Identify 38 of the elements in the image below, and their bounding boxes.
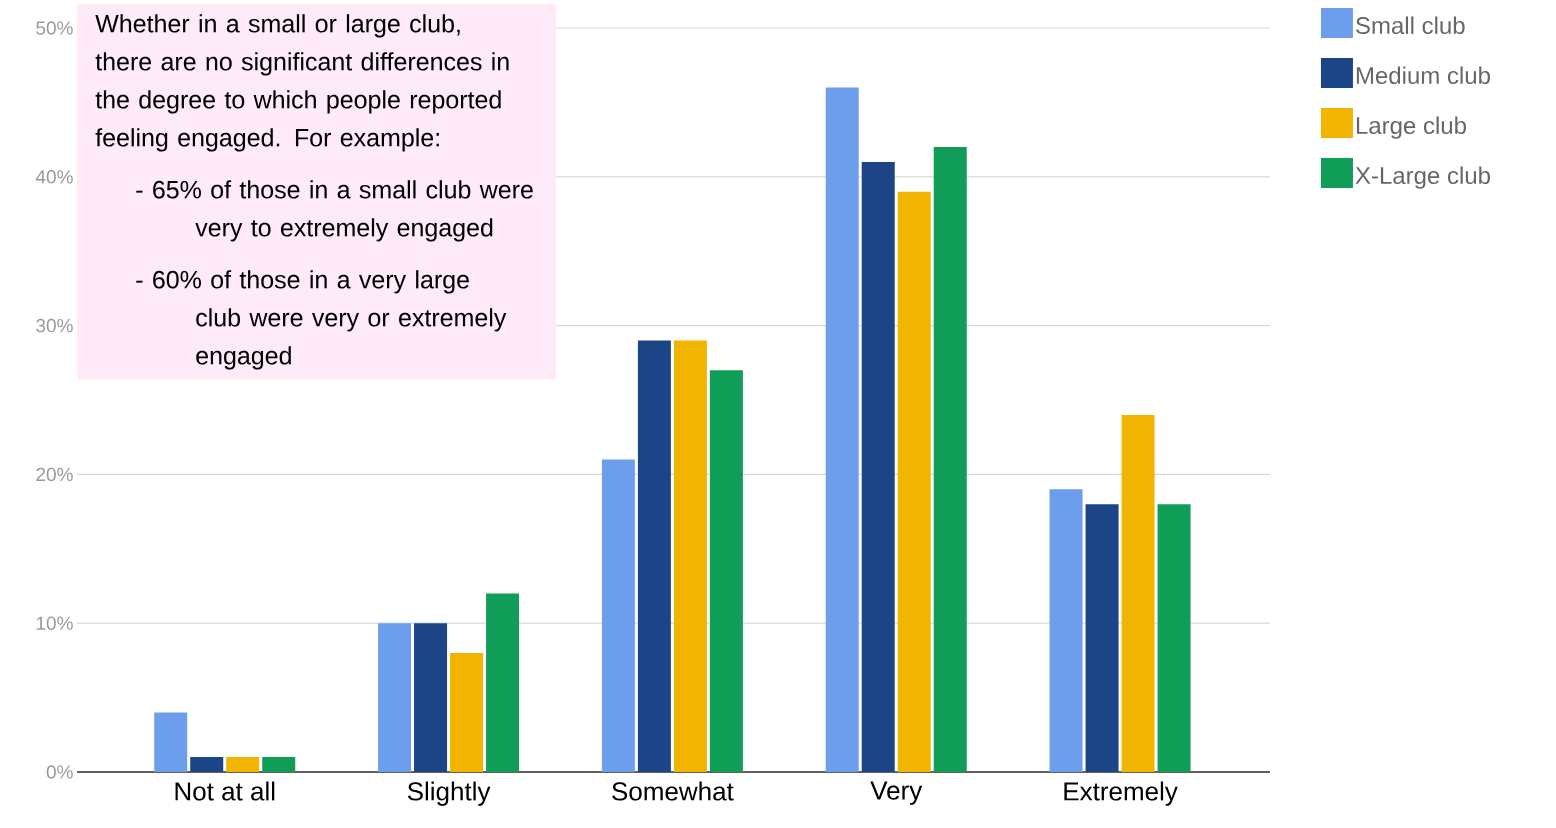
legend-label: Small club: [1356, 16, 1465, 35]
annotation: - 60% of those in a very large club were very or extremely engaged: [136, 270, 507, 370]
y-tick-label: 10%: [36, 616, 73, 630]
y-tick-label: 20%: [36, 467, 73, 482]
bar: [637, 340, 671, 772]
bar: [1049, 489, 1083, 772]
annotation: Whether in a small or large club, there are no significant differences in the degree to which people reported feeling engaged. For example:: [95, 14, 509, 152]
bar: [673, 340, 707, 772]
annotation: - 65% of those in a small club were very to extremely engaged: [136, 180, 533, 242]
bar: [1157, 504, 1191, 772]
legend-label: X-Large club: [1355, 166, 1490, 189]
bar: [601, 459, 635, 772]
bar: [486, 593, 520, 772]
bar: [226, 757, 260, 772]
legend-label: Medium club: [1356, 66, 1490, 85]
y-tick-label: 30%: [36, 318, 73, 333]
bar: [378, 623, 412, 772]
x-tick-label: Slightly: [407, 781, 491, 806]
bar: [709, 370, 743, 772]
bar: [825, 87, 859, 772]
bar: [450, 652, 484, 772]
legend-label: Large club: [1356, 116, 1466, 139]
bar: [262, 757, 296, 772]
y-tick-label: 50%: [36, 21, 73, 35]
x-tick-label: Somewhat: [612, 781, 734, 801]
bar: [154, 712, 188, 772]
y-tick-label: 40%: [35, 170, 73, 184]
y-tick-label: 0%: [46, 765, 73, 779]
bar: [190, 757, 224, 772]
bar: [414, 623, 448, 772]
x-tick-label: Not at all: [175, 781, 275, 801]
bar: [897, 191, 931, 772]
bar: [1121, 414, 1155, 772]
bar: [933, 147, 967, 772]
x-tick-label: Very: [870, 781, 923, 805]
bar: [1085, 504, 1119, 772]
x-tick-label: Extremely: [1064, 781, 1178, 806]
bar: [861, 161, 895, 772]
